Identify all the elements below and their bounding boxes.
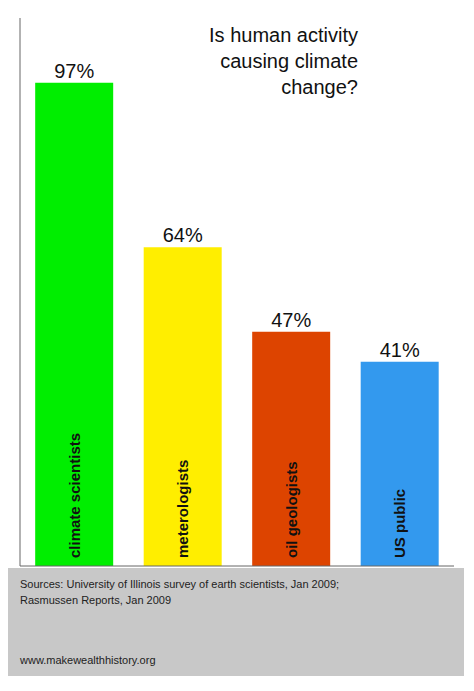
svg-text:meterologists: meterologists [174,460,191,558]
svg-text:oil geologists: oil geologists [283,461,300,558]
svg-text:US public: US public [391,489,408,558]
html-text:www.makewealthhistory.org: www.makewealthhistory.org [20,654,156,666]
html-text:Is human activity: Is human activity [209,24,358,46]
svg-text:97%: 97% [54,60,94,82]
svg-text:64%: 64% [163,224,203,246]
html-text:causing climate: causing climate [220,50,358,72]
svg-text:climate scientists: climate scientists [66,433,83,558]
html-text:Sources: University of Illinoi: Sources: University of Illinois survey o… [20,578,340,590]
html-text:Rasmussen Reports, Jan 2009: Rasmussen Reports, Jan 2009 [20,594,171,606]
svg-text:47%: 47% [271,309,311,331]
html-text:change?: change? [281,76,358,98]
svg-text:41%: 41% [380,339,420,361]
